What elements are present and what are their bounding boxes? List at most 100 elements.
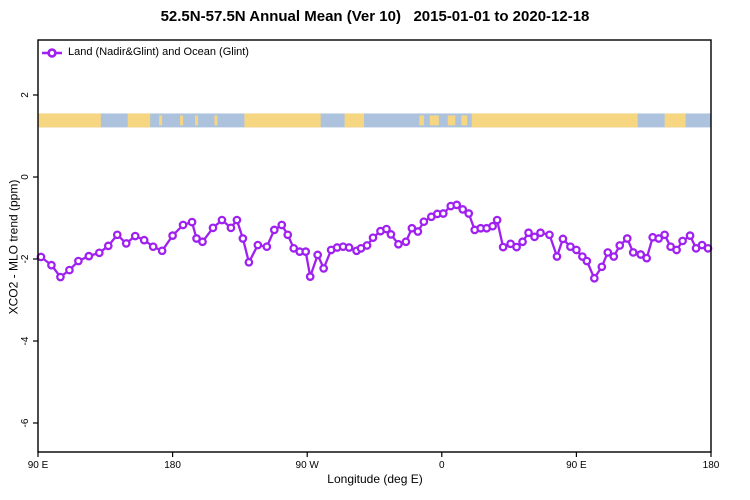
- x-tick-label: 90 E: [566, 460, 587, 471]
- data-point-marker: [530, 232, 539, 242]
- y-tick-label: -2: [20, 254, 31, 263]
- data-point-marker: [36, 252, 46, 262]
- data-point-marker: [362, 241, 372, 250]
- data-point-marker: [148, 242, 158, 252]
- y-axis-title: XCO2 - MLO trend (ppm): [6, 179, 21, 315]
- data-point-marker: [112, 230, 122, 240]
- data-point-marker: [103, 241, 113, 251]
- data-point-marker: [654, 234, 664, 243]
- x-tick-label: 90 E: [28, 460, 49, 471]
- data-point-marker: [65, 265, 74, 275]
- data-point-marker: [232, 215, 242, 225]
- data-point-marker: [458, 205, 468, 214]
- x-tick-label: 90 W: [296, 460, 320, 471]
- data-point-marker: [244, 257, 254, 267]
- data-point-marker: [628, 248, 638, 257]
- data-point-marker: [198, 237, 207, 247]
- map-strip-island: [180, 115, 184, 126]
- x-tick-label: 180: [703, 460, 720, 471]
- data-point-marker: [597, 262, 607, 272]
- data-point-marker: [319, 264, 329, 273]
- data-point-marker: [572, 245, 581, 255]
- data-point-marker: [685, 231, 695, 240]
- data-point-marker: [678, 236, 687, 246]
- data-point-marker: [703, 243, 713, 253]
- data-point-marker: [636, 250, 646, 259]
- chart-title: 52.5N-57.5N Annual Mean (Ver 10) 2015-01…: [160, 8, 590, 25]
- data-point-marker: [660, 230, 669, 240]
- data-point-marker: [56, 272, 65, 282]
- data-point-marker: [622, 234, 632, 243]
- map-strip-island: [429, 115, 439, 126]
- data-point-marker: [74, 256, 83, 266]
- data-point-marker: [187, 217, 197, 227]
- x-tick-label: 0: [439, 460, 445, 471]
- map-strip-land: [244, 113, 321, 128]
- data-point-marker: [401, 237, 411, 247]
- data-point-marker: [558, 234, 568, 244]
- data-point-marker: [208, 223, 218, 233]
- data-point-marker: [277, 220, 287, 230]
- data-point-marker: [301, 247, 311, 256]
- x-tick-label: 180: [164, 460, 181, 471]
- data-point-marker: [226, 223, 236, 233]
- map-strip-island: [214, 115, 218, 126]
- legend-label: Land (Nadir&Glint) and Ocean (Glint): [68, 46, 249, 58]
- plot-box: [37, 39, 712, 453]
- data-point-marker: [492, 215, 502, 225]
- data-point-marker: [262, 242, 272, 252]
- data-point-marker: [344, 243, 354, 252]
- data-point-marker: [305, 272, 315, 281]
- data-point-marker: [283, 230, 293, 240]
- data-point-marker: [552, 252, 562, 261]
- data-point-marker: [121, 239, 131, 248]
- data-point-marker: [217, 215, 227, 225]
- data-point-marker: [94, 248, 104, 258]
- data-point-marker: [382, 224, 391, 234]
- data-point-marker: [269, 225, 279, 235]
- data-point-marker: [672, 245, 681, 255]
- data-point-marker: [536, 228, 545, 238]
- map-strip-land: [127, 113, 151, 128]
- data-point-marker: [589, 273, 599, 283]
- data-point-marker: [609, 252, 619, 261]
- y-tick-label: 0: [20, 174, 31, 180]
- map-strip-island: [195, 115, 199, 126]
- data-point-marker: [130, 231, 140, 241]
- data-point-marker: [168, 231, 177, 240]
- data-point-marker: [253, 240, 263, 250]
- legend-marker-sample: [47, 48, 57, 58]
- map-strip-land: [344, 113, 365, 128]
- map-strip-land: [471, 113, 638, 128]
- data-point-marker: [368, 233, 378, 243]
- data-point-marker: [47, 260, 56, 270]
- y-tick-label: -4: [20, 336, 31, 345]
- data-point-marker: [84, 251, 94, 261]
- data-point-marker: [518, 237, 527, 247]
- data-point-marker: [498, 242, 508, 252]
- map-strip-island: [159, 115, 163, 126]
- data-point-marker: [524, 228, 533, 238]
- map-strip-land: [38, 113, 101, 128]
- data-point-marker: [419, 217, 429, 227]
- map-strip-island: [447, 115, 456, 126]
- data-point-marker: [603, 248, 613, 257]
- data-point-marker: [642, 253, 652, 263]
- data-point-marker: [238, 234, 248, 243]
- y-tick-label: 2: [20, 92, 31, 98]
- data-point-marker: [394, 239, 403, 249]
- y-tick-label: -6: [20, 418, 31, 427]
- data-point-marker: [139, 235, 149, 245]
- data-point-marker: [488, 221, 497, 231]
- data-point-marker: [464, 209, 474, 218]
- data-point-marker: [178, 220, 188, 230]
- x-axis-title: Longitude (deg E): [327, 472, 423, 486]
- data-point-marker: [512, 242, 521, 252]
- data-point-marker: [386, 230, 396, 239]
- data-point-marker: [438, 209, 448, 218]
- data-point-marker: [452, 200, 462, 210]
- map-strip-land: [664, 113, 686, 128]
- data-point-marker: [615, 241, 625, 250]
- data-point-marker: [313, 250, 323, 260]
